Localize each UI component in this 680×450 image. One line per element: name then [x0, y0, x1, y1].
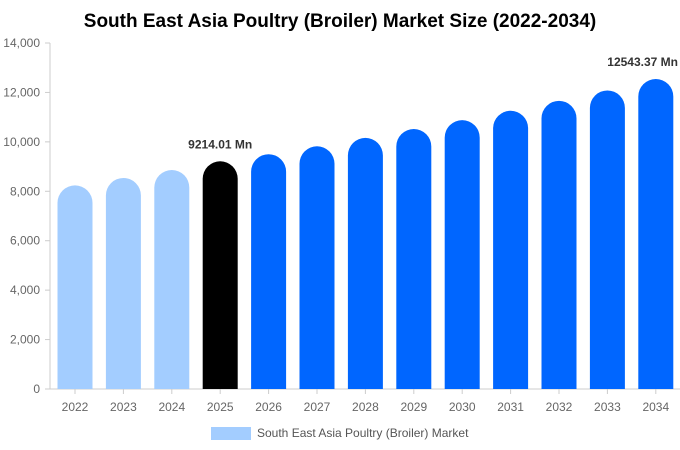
bar-2027	[299, 146, 335, 389]
x-tick-label: 2034	[642, 400, 669, 414]
bar-2030	[444, 120, 480, 389]
chart-title: South East Asia Poultry (Broiler) Market…	[84, 11, 596, 32]
bar-2031	[493, 110, 529, 390]
y-tick-label: 2,000	[10, 333, 40, 347]
bar-2025	[202, 161, 238, 389]
y-tick-label: 0	[33, 382, 40, 396]
x-tick-label: 2033	[594, 400, 621, 414]
y-tick-label: 8,000	[10, 184, 40, 198]
x-tick-label: 2026	[255, 400, 282, 414]
bar-2028	[347, 137, 383, 389]
bar-2032	[541, 100, 577, 390]
bar-2023	[105, 177, 141, 389]
bar-2024	[154, 170, 190, 389]
x-tick-label: 2030	[449, 400, 476, 414]
x-tick-label: 2025	[207, 400, 234, 414]
y-tick-label: 12,000	[3, 85, 40, 99]
legend-label: South East Asia Poultry (Broiler) Market	[257, 426, 469, 440]
data-label-2034: 12543.37 Mn	[607, 55, 678, 69]
bar-2026	[251, 154, 287, 389]
x-tick-label: 2024	[158, 400, 185, 414]
x-tick-label: 2027	[304, 400, 331, 414]
x-tick-label: 2032	[546, 400, 573, 414]
x-tick-label: 2029	[400, 400, 427, 414]
y-tick-label: 14,000	[3, 36, 40, 50]
bar-2022	[57, 185, 93, 389]
x-tick-label: 2022	[62, 400, 89, 414]
x-tick-label: 2028	[352, 400, 379, 414]
bars	[57, 78, 674, 390]
bar-2029	[396, 129, 432, 389]
data-labels: 9214.01 Mn 12543.37 Mn	[188, 55, 678, 151]
y-tick-label: 4,000	[10, 283, 40, 297]
x-tick-label: 2031	[497, 400, 524, 414]
y-tick-label: 6,000	[10, 234, 40, 248]
y-axis: 0 2,000 4,000 6,000 8,000 10,000 12,000 14,000	[3, 36, 680, 396]
bar-2034	[638, 78, 674, 389]
legend-swatch	[211, 427, 251, 440]
legend: South East Asia Poultry (Broiler) Market	[211, 426, 469, 440]
bar-2033	[589, 90, 625, 389]
x-axis: 2022 2023 2024 2025 2026 2027 2028 2029 2030 2031…	[62, 389, 669, 414]
x-tick-label: 2023	[110, 400, 137, 414]
y-tick-label: 10,000	[3, 135, 40, 149]
data-label-2025: 9214.01 Mn	[188, 137, 252, 151]
